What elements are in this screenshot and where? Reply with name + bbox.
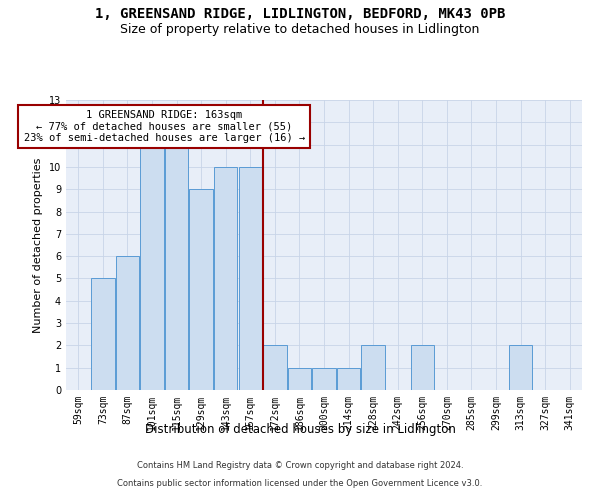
- Y-axis label: Number of detached properties: Number of detached properties: [33, 158, 43, 332]
- Bar: [116, 256, 139, 390]
- Bar: [509, 346, 532, 390]
- Text: 1, GREENSAND RIDGE, LIDLINGTON, BEDFORD, MK43 0PB: 1, GREENSAND RIDGE, LIDLINGTON, BEDFORD,…: [95, 8, 505, 22]
- Bar: [410, 346, 434, 390]
- Bar: [140, 144, 164, 390]
- Bar: [214, 167, 238, 390]
- Bar: [263, 346, 287, 390]
- Bar: [313, 368, 335, 390]
- Bar: [361, 346, 385, 390]
- Text: Contains public sector information licensed under the Open Government Licence v3: Contains public sector information licen…: [118, 478, 482, 488]
- Text: 1 GREENSAND RIDGE: 163sqm
← 77% of detached houses are smaller (55)
23% of semi-: 1 GREENSAND RIDGE: 163sqm ← 77% of detac…: [23, 110, 305, 143]
- Text: Distribution of detached houses by size in Lidlington: Distribution of detached houses by size …: [145, 422, 455, 436]
- Bar: [165, 144, 188, 390]
- Text: Contains HM Land Registry data © Crown copyright and database right 2024.: Contains HM Land Registry data © Crown c…: [137, 461, 463, 470]
- Bar: [190, 189, 213, 390]
- Text: Size of property relative to detached houses in Lidlington: Size of property relative to detached ho…: [121, 22, 479, 36]
- Bar: [288, 368, 311, 390]
- Bar: [91, 278, 115, 390]
- Bar: [337, 368, 360, 390]
- Bar: [239, 167, 262, 390]
